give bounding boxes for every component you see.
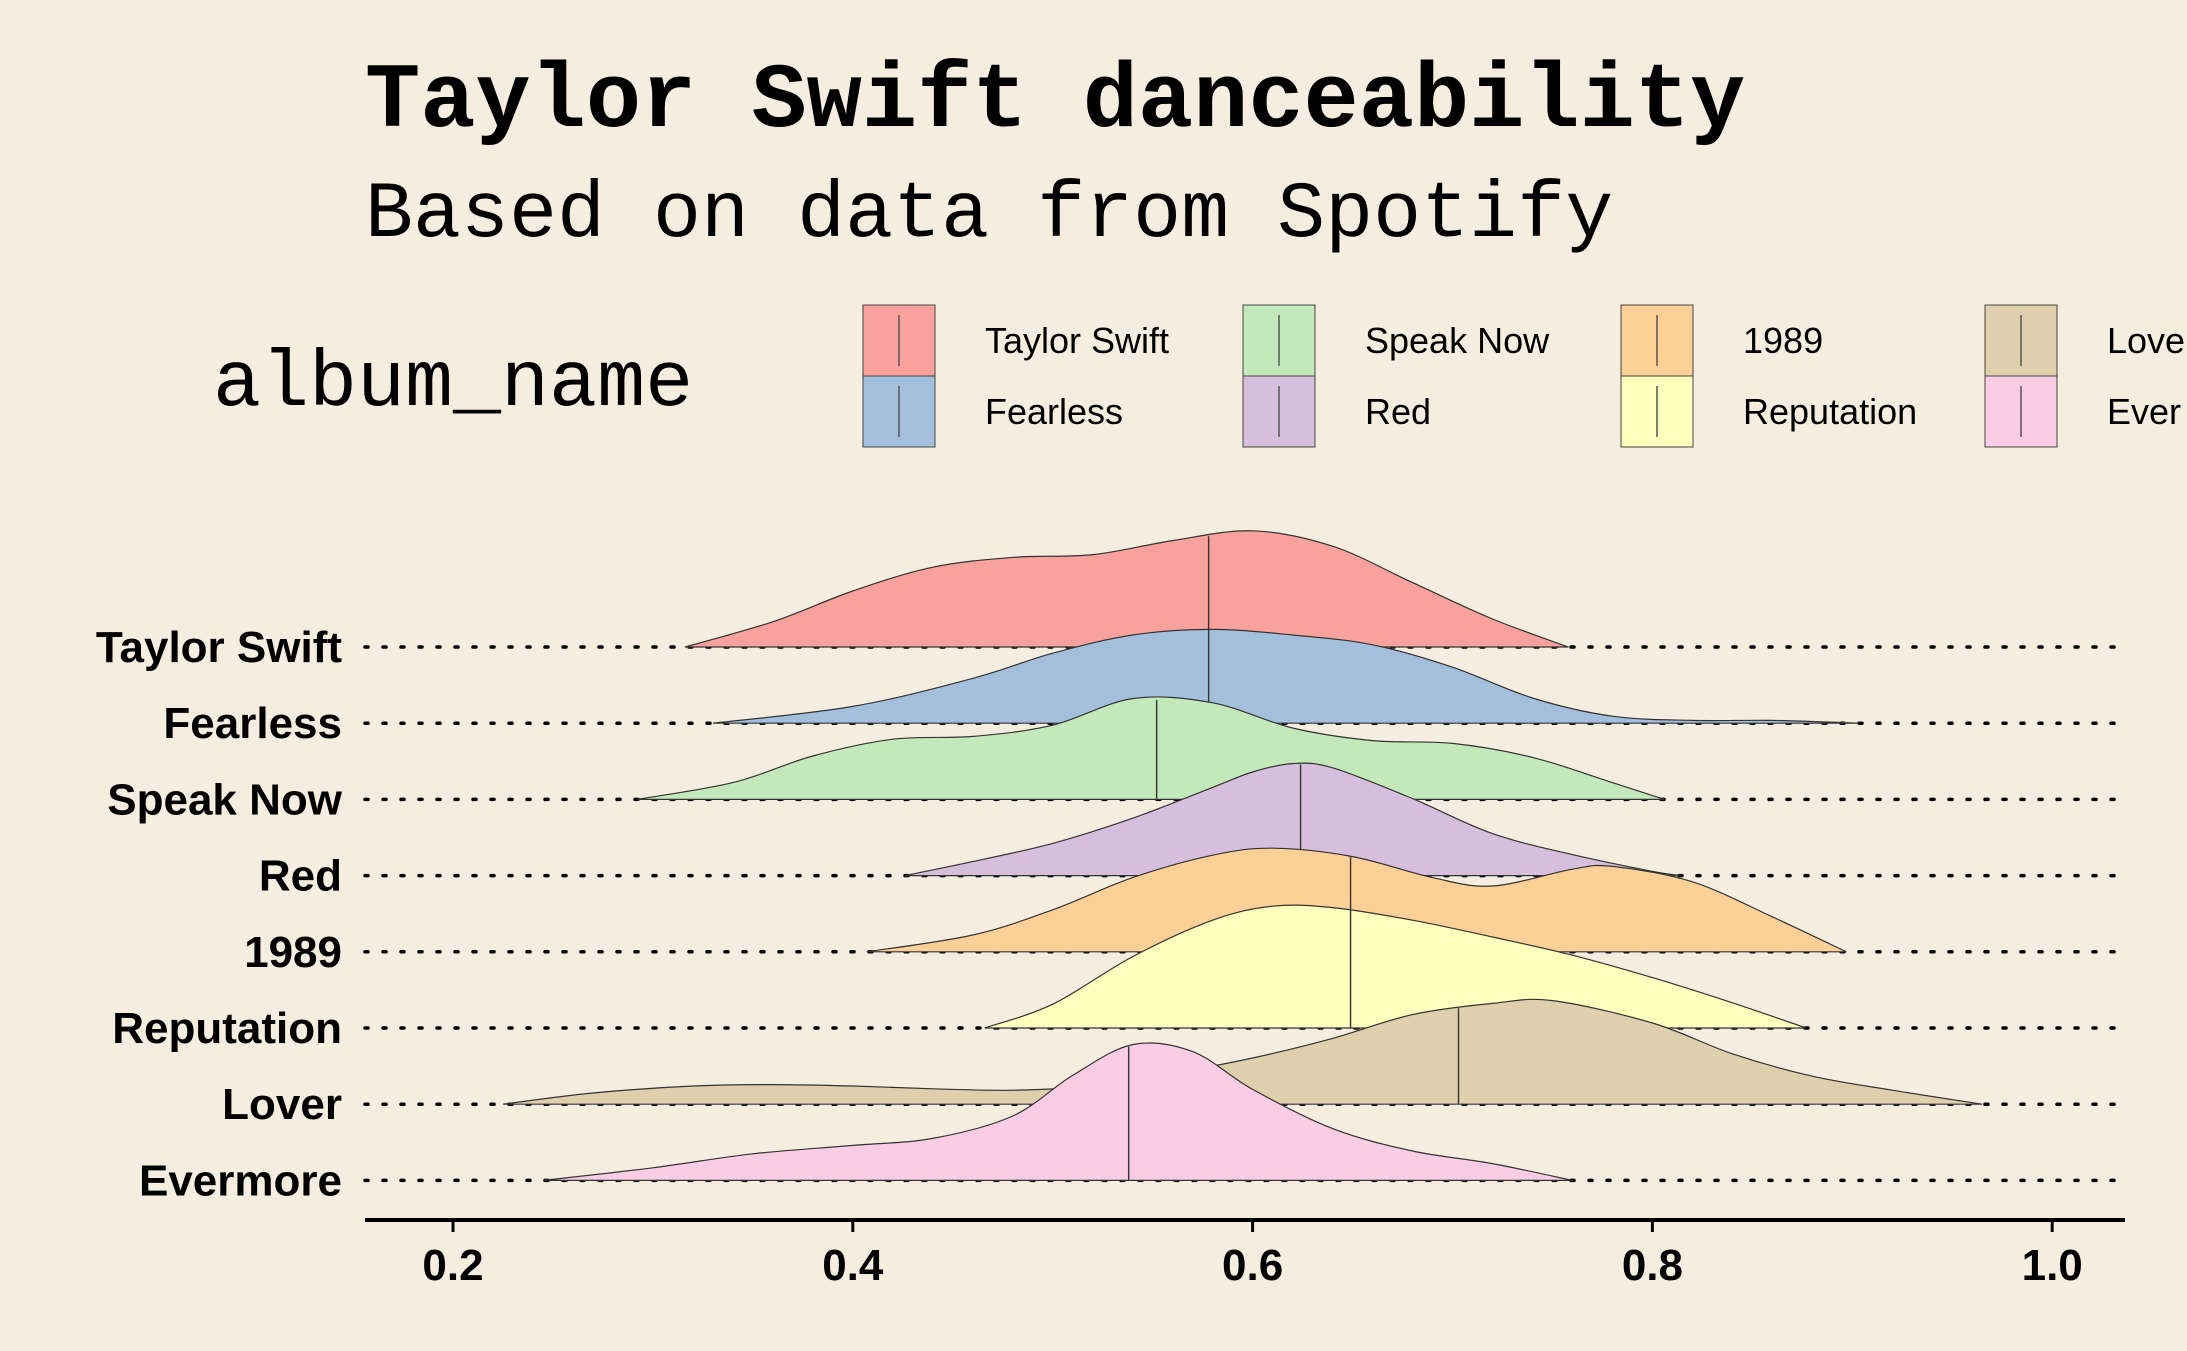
legend-item-love: Love xyxy=(1984,304,2185,377)
x-tick-label-0-6: 0.6 xyxy=(1222,1241,1283,1290)
legend-label-1989: 1989 xyxy=(1743,320,1823,361)
legend-label-ever: Ever xyxy=(2107,391,2181,432)
legend-item-ever: Ever xyxy=(1984,375,2181,448)
legend-label-speak-now: Speak Now xyxy=(1365,320,1550,361)
x-axis-ticks: 0.2 0.4 0.6 0.8 1.0 xyxy=(422,1220,2083,1290)
density-ridges xyxy=(502,530,1983,1181)
legend-item-taylor-swift: Taylor Swift xyxy=(862,304,1169,377)
legend-item-speak-now: Speak Now xyxy=(1242,304,1550,377)
legend-label-reputation: Reputation xyxy=(1743,391,1917,432)
ridge-red xyxy=(904,762,1681,877)
ridge-lover xyxy=(502,998,1983,1105)
category-label-taylor-swift: Taylor Swift xyxy=(96,623,342,672)
x-tick-label-0-8: 0.8 xyxy=(1622,1241,1683,1290)
category-label-red: Red xyxy=(259,852,342,901)
x-tick-label-0-2: 0.2 xyxy=(422,1241,483,1290)
chart-subtitle: Based on data from Spotify xyxy=(365,170,1613,261)
ridge-speak-now xyxy=(636,696,1665,800)
legend-label-love: Love xyxy=(2107,320,2185,361)
ridge-taylor-swift xyxy=(684,530,1569,648)
legend-title: album_name xyxy=(213,339,693,430)
category-label-reputation: Reputation xyxy=(112,1004,342,1053)
category-label-speak-now: Speak Now xyxy=(107,775,343,824)
ridge-reputation xyxy=(984,904,1807,1029)
legend-item-reputation: Reputation xyxy=(1620,375,1917,448)
legend-label-red: Red xyxy=(1365,391,1431,432)
ridge-1989 xyxy=(866,847,1847,953)
ridge-evermore xyxy=(542,1042,1573,1181)
legend-item-1989: 1989 xyxy=(1620,304,1823,377)
category-label-1989: 1989 xyxy=(244,928,342,977)
x-tick-label-1-0: 1.0 xyxy=(2022,1241,2083,1290)
legend-item-fearless: Fearless xyxy=(862,375,1123,448)
legend-label-fearless: Fearless xyxy=(985,391,1123,432)
category-labels: Taylor Swift Fearless Speak Now Red 1989 Repu… xyxy=(96,623,343,1205)
x-tick-label-0-4: 0.4 xyxy=(822,1241,884,1290)
chart-title: Taylor Swift danceability xyxy=(365,49,1745,154)
category-label-fearless: Fearless xyxy=(163,699,342,748)
legend-item-red: Red xyxy=(1242,375,1431,448)
ridge-fearless xyxy=(712,628,1859,724)
category-label-evermore: Evermore xyxy=(139,1156,342,1205)
legend-label-taylor-swift: Taylor Swift xyxy=(985,320,1169,361)
category-label-lover: Lover xyxy=(222,1080,342,1129)
legend: Taylor Swift Fearless Speak Now Red 1989 Repu… xyxy=(862,304,2185,448)
